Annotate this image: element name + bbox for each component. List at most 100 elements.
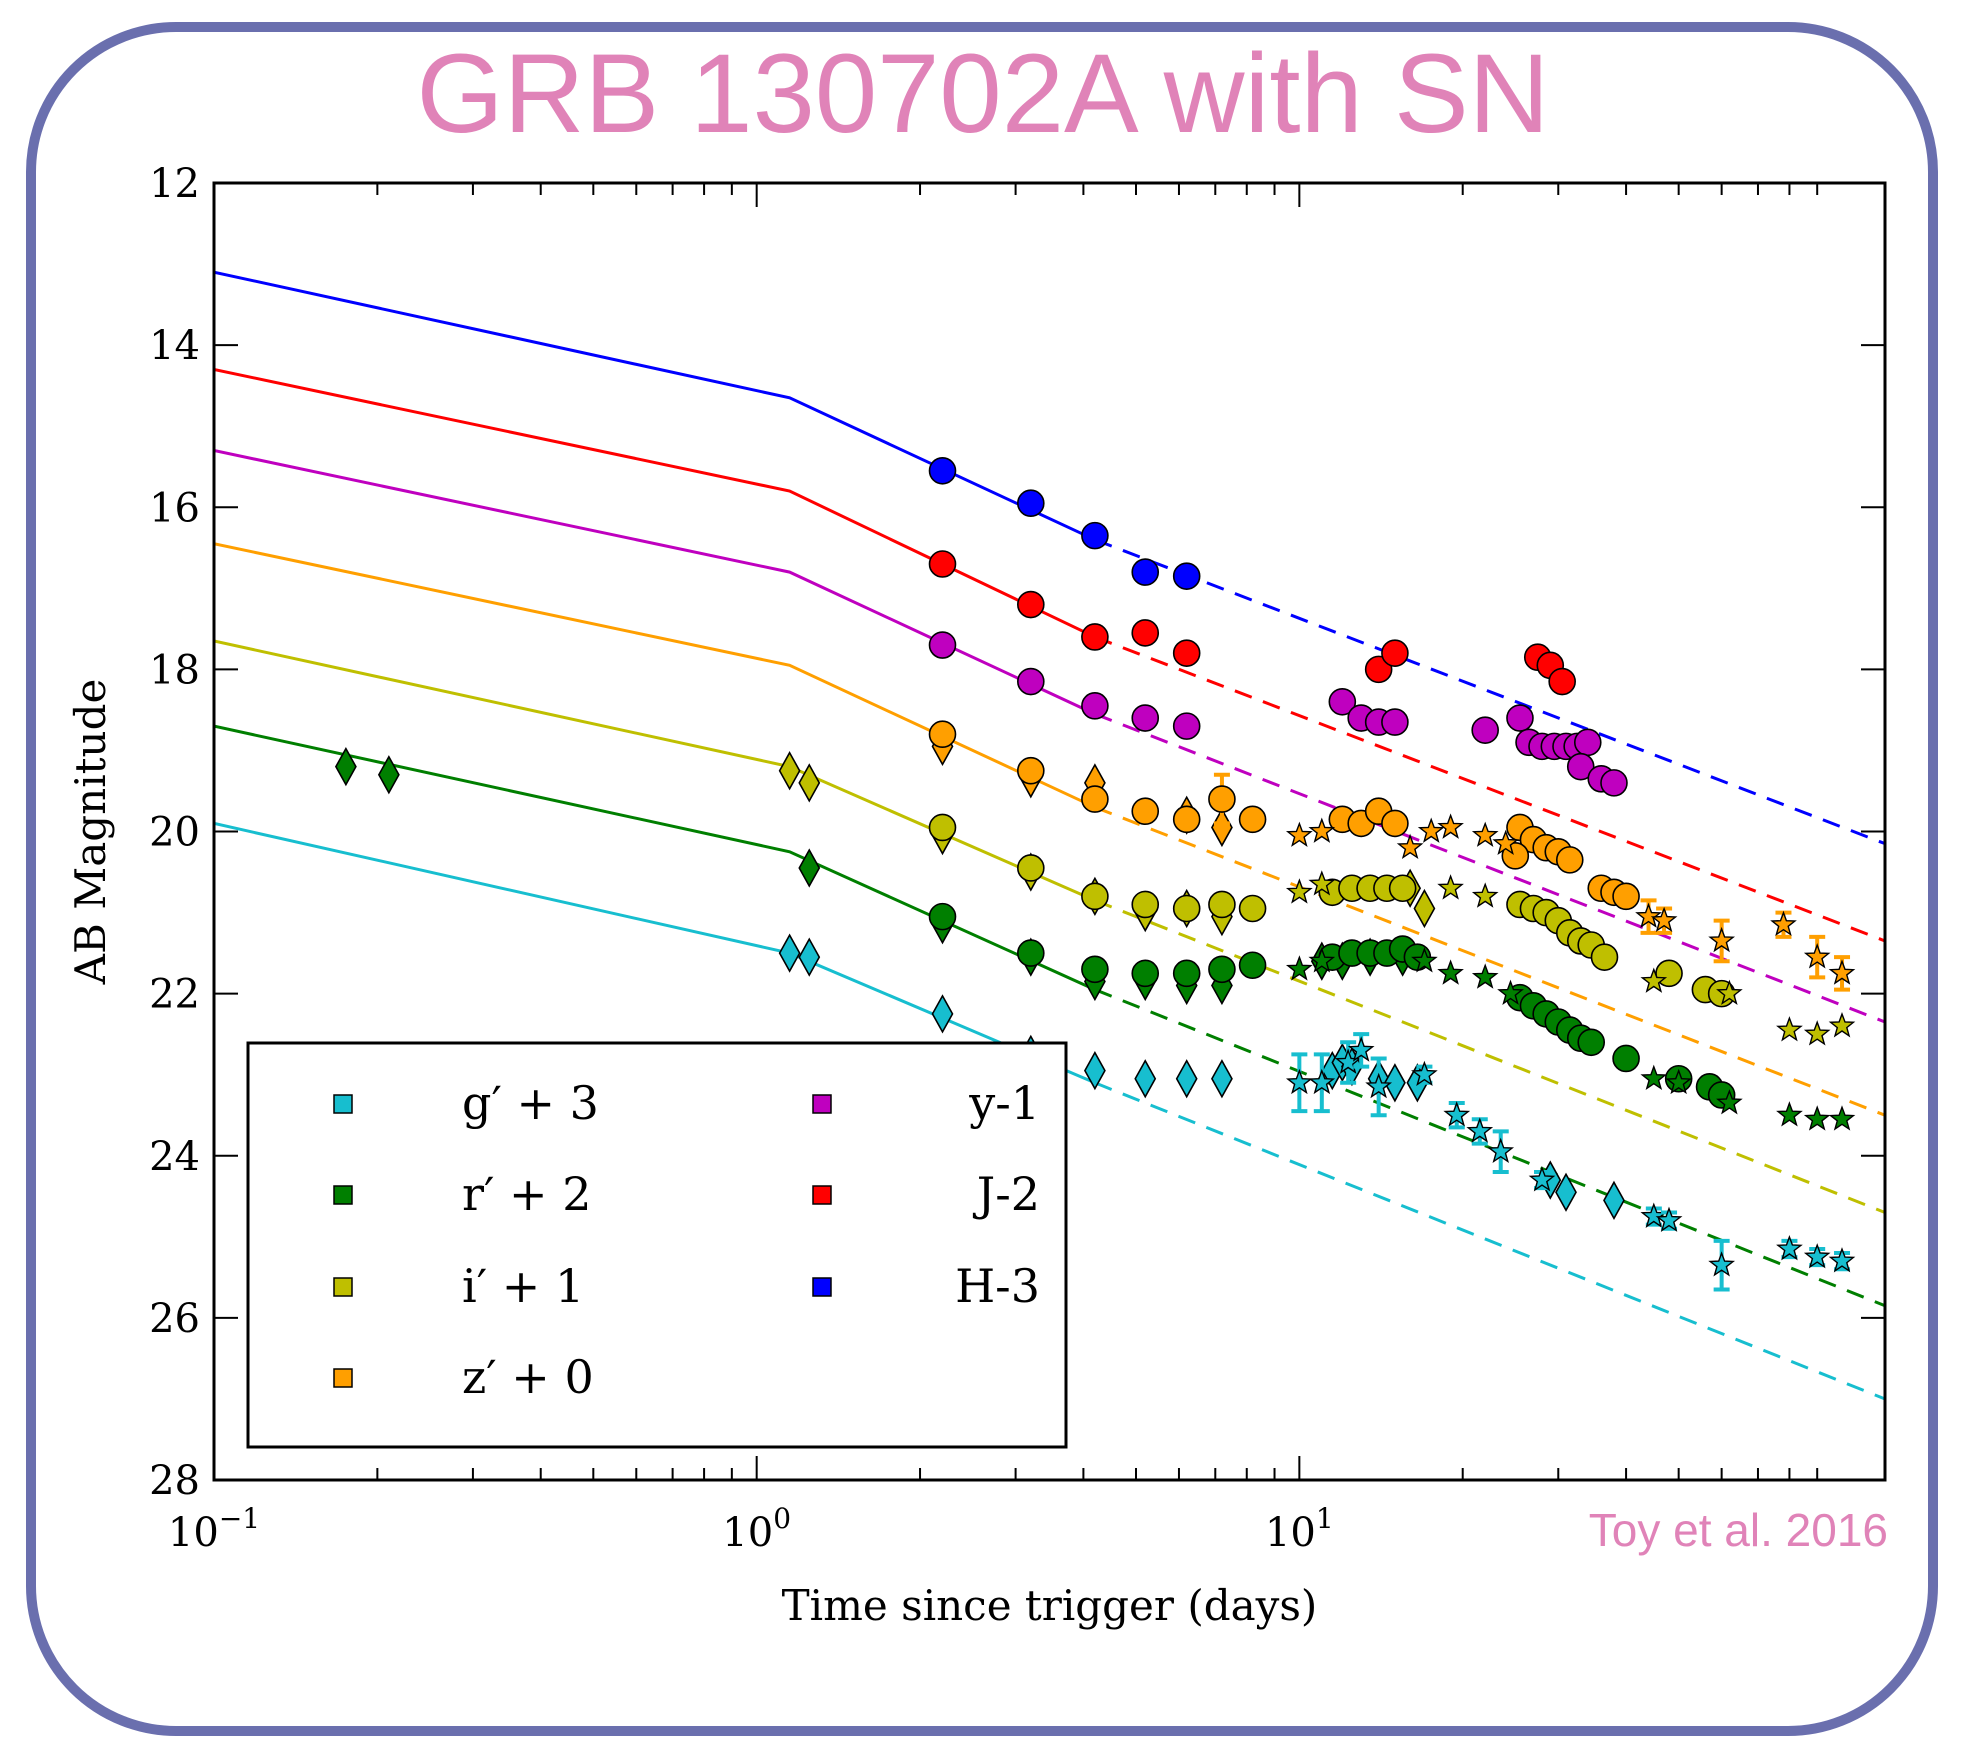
data-point-s1-17 xyxy=(1172,959,1201,988)
data-point-s0-32 xyxy=(1828,1247,1856,1273)
data-point-s1-40 xyxy=(1437,959,1464,985)
legend-label-3: z′ + 0 xyxy=(462,1350,594,1404)
data-point-s1-14 xyxy=(1017,939,1045,967)
data-point-s3-29 xyxy=(1437,813,1464,839)
data-point-s4-3 xyxy=(1131,704,1160,732)
data-point-s5-2 xyxy=(1081,623,1109,651)
model-line-solid-3 xyxy=(214,542,1096,809)
data-point-s4-2 xyxy=(1081,692,1109,720)
data-point-s2-29 xyxy=(1590,943,1619,971)
model-line-solid-1 xyxy=(214,724,1096,991)
legend-swatch-2 xyxy=(333,1277,353,1297)
data-point-s5-6 xyxy=(1381,639,1409,667)
x-tick-label: 101 xyxy=(1265,1502,1334,1556)
data-point-s3-27 xyxy=(1396,833,1424,860)
data-point-s6-0 xyxy=(928,456,957,485)
data-point-s4-0 xyxy=(928,631,957,659)
data-point-s0-21 xyxy=(1365,1072,1393,1099)
data-point-s0-17 xyxy=(1285,1068,1313,1095)
y-tick-label: 16 xyxy=(149,485,200,531)
legend-swatch-1 xyxy=(333,1185,353,1205)
data-point-s1-32 xyxy=(1577,1028,1606,1057)
data-point-s6-4 xyxy=(1172,562,1201,590)
data-point-s2-1 xyxy=(798,763,821,803)
data-point-s1-44 xyxy=(1665,1068,1693,1095)
data-point-s1-19 xyxy=(1238,951,1267,980)
data-point-s0-24 xyxy=(1466,1117,1494,1143)
data-point-s3-26 xyxy=(1308,817,1336,843)
legend-swatch-5 xyxy=(812,1185,832,1205)
data-point-s3-7 xyxy=(1081,785,1109,813)
data-point-s2-41 xyxy=(1828,1011,1856,1038)
data-point-s2-39 xyxy=(1776,1016,1803,1042)
data-point-s1-38 xyxy=(1308,947,1336,973)
data-point-s4-1 xyxy=(1017,667,1045,696)
data-point-s2-36 xyxy=(1471,882,1499,908)
data-point-s2-34 xyxy=(1308,870,1336,896)
data-point-s1-1 xyxy=(377,755,400,795)
model-line-dashed-6 xyxy=(1094,538,1885,846)
model-line-dashed-5 xyxy=(1094,635,1885,943)
data-point-s3-21 xyxy=(1555,846,1584,874)
citation-credit: Toy et al. 2016 xyxy=(1588,1504,1888,1556)
data-point-s1-47 xyxy=(1803,1105,1831,1131)
data-point-s2-14 xyxy=(1172,894,1201,923)
y-tick-label: 22 xyxy=(149,972,200,1018)
data-point-s0-6 xyxy=(1175,1059,1198,1099)
data-point-s3-28 xyxy=(1417,817,1445,843)
data-point-s1-42 xyxy=(1497,979,1524,1005)
data-point-s3-11 xyxy=(1238,805,1267,834)
legend-swatch-4 xyxy=(812,1094,832,1114)
legend-label-2: i′ + 1 xyxy=(462,1259,584,1313)
data-point-s2-38 xyxy=(1716,979,1743,1005)
x-tick-label: 10−1 xyxy=(168,1502,260,1556)
data-point-s3-35 xyxy=(1770,910,1797,937)
data-point-s1-15 xyxy=(1081,955,1109,984)
data-point-s2-16 xyxy=(1238,894,1267,923)
figure-frame xyxy=(26,22,1938,1736)
data-point-s0-0 xyxy=(778,933,801,973)
legend-label-4: y-1 xyxy=(968,1076,1040,1130)
data-point-s2-13 xyxy=(1131,890,1160,919)
data-point-s0-5 xyxy=(1134,1059,1157,1099)
y-tick-label: 26 xyxy=(149,1296,200,1342)
model-line-dashed-0 xyxy=(1094,1081,1885,1401)
y-tick-label: 14 xyxy=(149,323,200,369)
data-point-s1-2 xyxy=(798,848,821,888)
data-point-s5-4 xyxy=(1172,639,1201,667)
data-point-s5-0 xyxy=(928,550,957,578)
data-point-s0-18 xyxy=(1308,1068,1336,1095)
y-tick-label: 18 xyxy=(149,647,200,693)
data-point-s4-19 xyxy=(1600,769,1628,797)
data-point-s3-32 xyxy=(1635,902,1662,928)
data-point-s4-5 xyxy=(1328,687,1357,716)
legend-label-1: r′ + 2 xyxy=(462,1167,592,1221)
data-point-s0-4 xyxy=(1083,1050,1106,1091)
plot-marks xyxy=(214,270,1885,1401)
data-point-s0-30 xyxy=(1776,1234,1803,1261)
y-tick-label: 20 xyxy=(149,810,200,856)
data-point-s4-10 xyxy=(1506,704,1534,732)
model-line-solid-6 xyxy=(214,270,1096,542)
data-point-s0-12 xyxy=(1383,1063,1406,1103)
data-point-s1-39 xyxy=(1411,947,1438,973)
legend-box xyxy=(246,1041,1068,1449)
data-point-s3-8 xyxy=(1131,797,1160,826)
data-point-s6-2 xyxy=(1081,521,1109,550)
model-line-solid-4 xyxy=(214,449,1096,716)
y-axis-label: AB Magnitude xyxy=(66,679,115,986)
data-point-s0-23 xyxy=(1443,1101,1471,1127)
data-point-s0-29 xyxy=(1708,1251,1736,1277)
legend-label-6: H-3 xyxy=(955,1259,1040,1313)
data-point-s1-48 xyxy=(1828,1105,1856,1131)
data-point-s2-21 xyxy=(1388,874,1417,903)
data-point-s0-26 xyxy=(1528,1166,1556,1192)
data-point-s3-34 xyxy=(1708,926,1736,953)
model-line-dashed-3 xyxy=(1094,805,1885,1117)
legend-label-0: g′ + 3 xyxy=(462,1076,599,1130)
data-point-s1-37 xyxy=(1285,955,1313,981)
data-point-s2-11 xyxy=(1017,854,1045,882)
data-point-s1-43 xyxy=(1640,1064,1668,1091)
